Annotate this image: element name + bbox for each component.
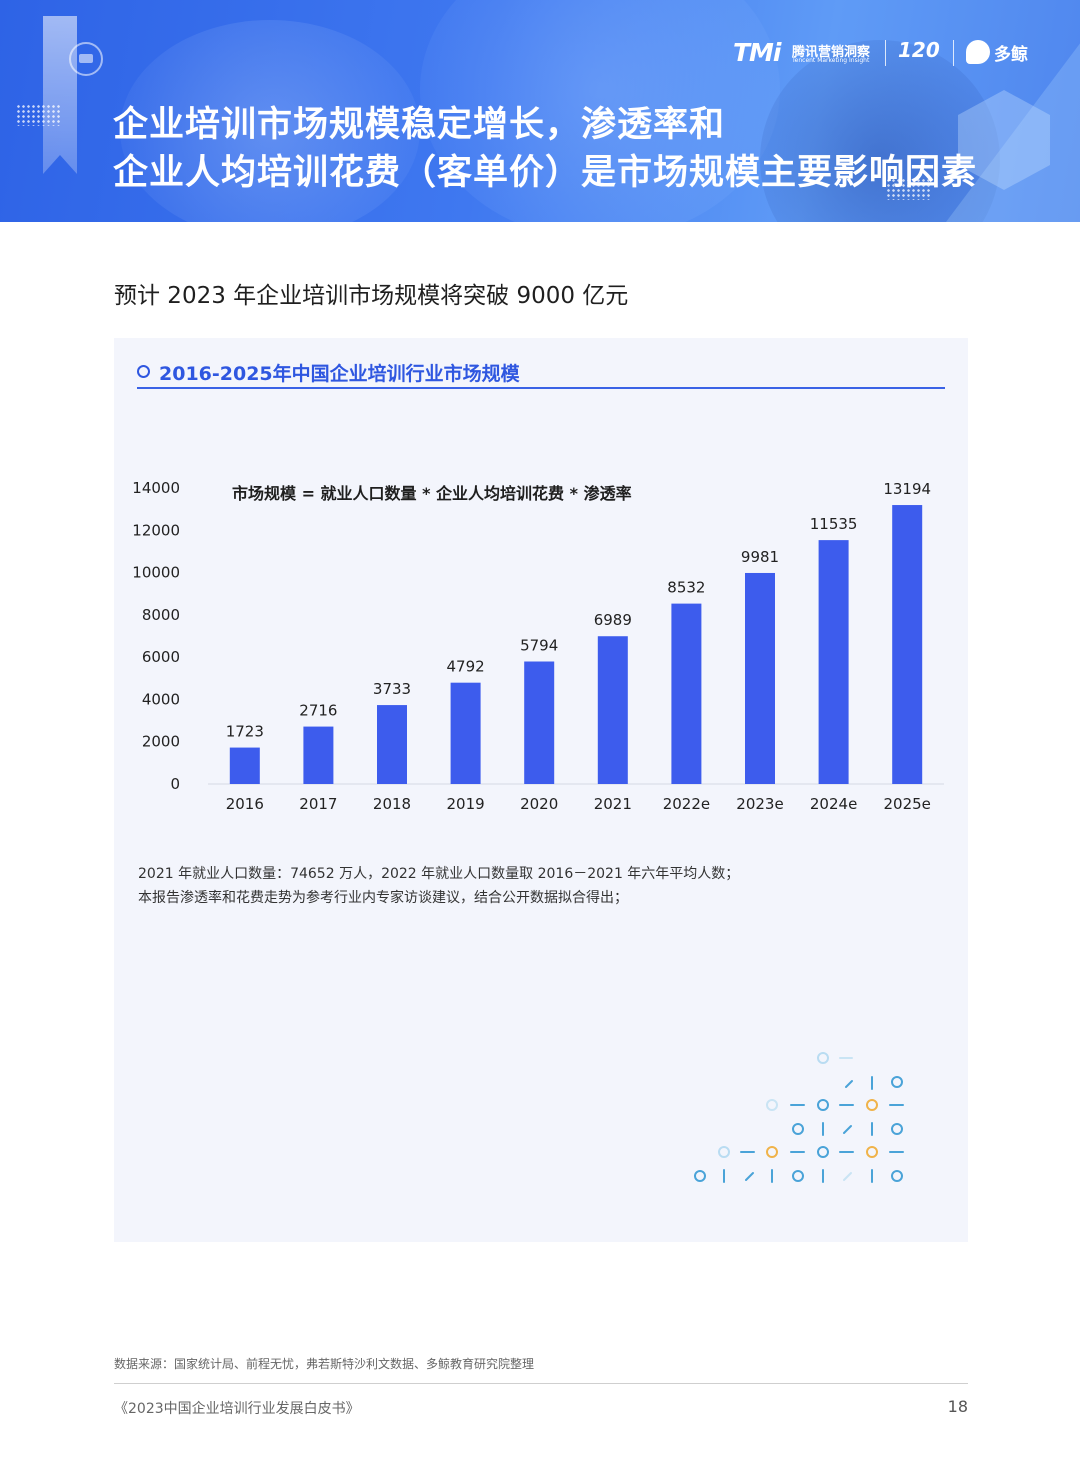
data-source: 数据来源：国家统计局、前程无忧，弗若斯特沙利文数据、多鲸教育研究院整理 <box>114 1357 535 1371</box>
title-underline <box>137 387 945 389</box>
y-tick-label: 10000 <box>132 564 180 582</box>
y-tick-label: 12000 <box>132 521 180 539</box>
y-tick-label: 6000 <box>142 648 180 666</box>
chart-note-1: 2021 年就业人口数量：74652 万人，2022 年就业人口数量取 2016… <box>138 866 740 882</box>
x-tick-label: 2020 <box>520 795 558 813</box>
y-tick-label: 14000 <box>132 479 180 497</box>
banner-shadow <box>760 40 1000 222</box>
chart-title: 2016-2025年中国企业培训行业市场规模 <box>159 363 520 385</box>
y-tick-label: 2000 <box>142 733 180 751</box>
data-label: 13194 <box>883 480 931 498</box>
banner-glow <box>420 0 780 222</box>
data-label: 2716 <box>299 702 337 720</box>
bar-2023e <box>745 572 775 784</box>
logo-divider <box>953 40 954 66</box>
x-tick-label: 2019 <box>447 795 485 813</box>
tmi-logo-cn: 腾讯营销洞察 <box>792 45 871 60</box>
x-tick-label: 2016 <box>226 795 264 813</box>
banner-glow <box>120 20 420 222</box>
bookmark-ribbon <box>43 16 77 174</box>
duojing-logo-icon <box>966 40 990 64</box>
chart-panel <box>114 338 968 1242</box>
report-title: 《2023中国企业培训行业发展白皮书》 <box>114 1401 360 1417</box>
data-label: 8532 <box>667 579 705 597</box>
bar-chart: 0 2000 4000 6000 8000 10000 12000 14000 1723 2016… <box>132 479 944 813</box>
data-label: 11535 <box>810 515 858 533</box>
formula-text: 市场规模 = 就业人口数量 * 企业人均培训花费 * 渗透率 <box>232 484 632 503</box>
y-tick-label: 0 <box>170 775 180 793</box>
page-title-line-1: 企业培训市场规模稳定增长，渗透率和 <box>113 105 726 145</box>
bar-2016 <box>229 747 260 784</box>
data-label: 4792 <box>447 658 485 676</box>
bar-2017 <box>303 726 334 784</box>
bar-2022e <box>671 603 702 784</box>
y-tick-label: 8000 <box>142 606 180 624</box>
logo-divider <box>885 40 886 66</box>
bar-2025e <box>892 505 923 784</box>
dot-grid-decoration <box>886 178 932 200</box>
x-tick-label: 2024e <box>810 795 857 813</box>
bar-2024e <box>818 540 849 784</box>
bar-2019 <box>450 682 481 784</box>
x-tick-label: 2023e <box>736 795 783 813</box>
data-label: 6989 <box>594 611 632 629</box>
anniversary-badge: 120 <box>898 38 940 62</box>
bullet-circle-icon <box>137 365 150 378</box>
chart-note-2: 本报告渗透率和花费走势为参考行业内专家访谈建议，结合公开数据拟合得出； <box>138 890 628 906</box>
header-banner: TMi 腾讯营销洞察 Tencent Marketing Insight 120… <box>0 0 1080 222</box>
x-tick-label: 2022e <box>663 795 710 813</box>
bar-2021 <box>597 636 628 784</box>
section-subtitle: 预计 2023 年企业培训市场规模将突破 9000 亿元 <box>114 283 629 309</box>
page-number: 18 <box>947 1397 968 1416</box>
x-tick-label: 2021 <box>594 795 632 813</box>
data-label: 5794 <box>520 636 558 654</box>
bar-2020 <box>524 661 555 784</box>
circle-line-pattern-decoration <box>694 1052 904 1183</box>
chat-bubble-icon <box>69 42 103 76</box>
tmi-logo: TMi <box>733 38 782 67</box>
tmi-logo-en: Tencent Marketing Insight <box>792 57 870 64</box>
data-label: 3733 <box>373 680 411 698</box>
data-label: 1723 <box>226 723 264 741</box>
x-tick-label: 2025e <box>883 795 930 813</box>
page-title-line-2: 企业人均培训花费（客单价）是市场规模主要影响因素 <box>113 153 978 193</box>
dot-grid-decoration <box>16 104 62 126</box>
bar-2018 <box>377 705 407 784</box>
x-tick-label: 2017 <box>299 795 337 813</box>
x-tick-label: 2018 <box>373 795 411 813</box>
data-label: 9981 <box>741 548 779 566</box>
y-tick-label: 4000 <box>142 690 180 708</box>
duojing-logo-text: 多鲸 <box>994 45 1028 65</box>
footer-divider <box>114 1383 968 1384</box>
